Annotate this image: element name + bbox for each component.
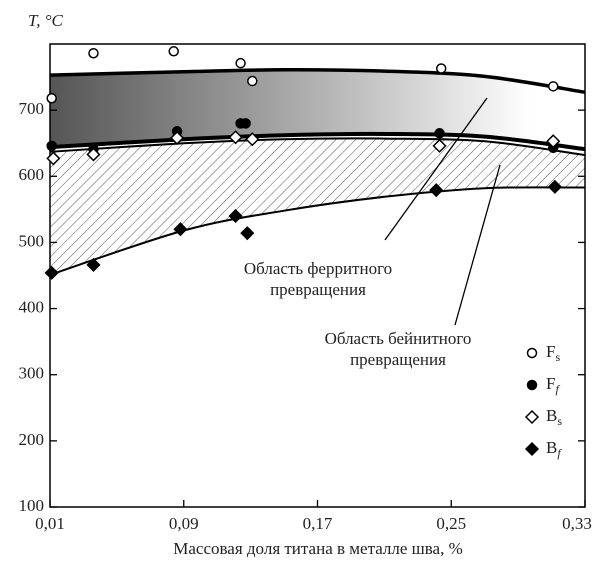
y-tick-label: 100 (19, 496, 45, 515)
legend-subscript: s (557, 414, 562, 428)
fit-curve (49, 186, 586, 276)
legend-label: Bs (546, 406, 562, 428)
pointer (384, 97, 488, 241)
marker (547, 81, 559, 92)
marker (86, 147, 101, 162)
y-tick-label: 500 (19, 231, 45, 250)
fit-curve (49, 131, 586, 152)
legend-label: Fs (546, 342, 560, 364)
legend-marker (524, 409, 540, 425)
marker (547, 179, 562, 194)
annotation: превращения (270, 280, 366, 299)
marker (235, 57, 246, 69)
fit-curve (49, 137, 586, 157)
y-tick-label: 700 (19, 99, 45, 118)
region (50, 69, 585, 150)
annotation: Область ферритного (244, 259, 392, 278)
x-tick-label: 0,17 (303, 514, 333, 533)
marker (434, 128, 445, 139)
legend-subscript: s (555, 350, 560, 364)
x-tick-label: 0,25 (436, 514, 466, 533)
annotation: превращения (350, 350, 446, 369)
y-axis-label: T, °C (28, 11, 63, 30)
legend-subscript: f (555, 382, 560, 396)
legend-marker (524, 441, 540, 457)
y-tick-label: 200 (19, 430, 45, 449)
marker (86, 257, 101, 272)
fit-curve (49, 68, 586, 95)
marker (245, 132, 260, 147)
marker (240, 226, 255, 241)
x-tick-label: 0,09 (169, 514, 199, 533)
marker (44, 265, 59, 280)
legend-subscript: f (557, 446, 562, 460)
x-tick-label: 0,01 (35, 514, 65, 533)
pointer (454, 164, 501, 326)
marker (228, 208, 243, 224)
marker (46, 151, 61, 166)
marker (170, 130, 185, 145)
marker (240, 118, 251, 129)
marker (247, 75, 258, 87)
marker (46, 140, 57, 152)
marker (173, 222, 188, 237)
region (50, 138, 585, 275)
legend-marker (526, 347, 538, 359)
marker (432, 138, 447, 153)
x-axis-label: Массовая доля титана в металле шва, % (173, 539, 463, 558)
marker (168, 46, 179, 57)
marker (435, 63, 447, 74)
marker (88, 48, 99, 59)
marker (46, 92, 57, 104)
marker (429, 183, 444, 198)
marker (228, 130, 243, 145)
marker (546, 134, 561, 149)
y-tick-label: 400 (19, 297, 45, 316)
y-tick-label: 300 (19, 364, 45, 383)
annotation: Область бейнитного (325, 329, 472, 348)
legend-label: Ff (546, 374, 560, 396)
x-tick-label: 0,33 (562, 514, 592, 533)
legend-label: Bf (546, 438, 562, 460)
y-tick-label: 600 (19, 165, 45, 184)
legend-marker (526, 379, 538, 391)
